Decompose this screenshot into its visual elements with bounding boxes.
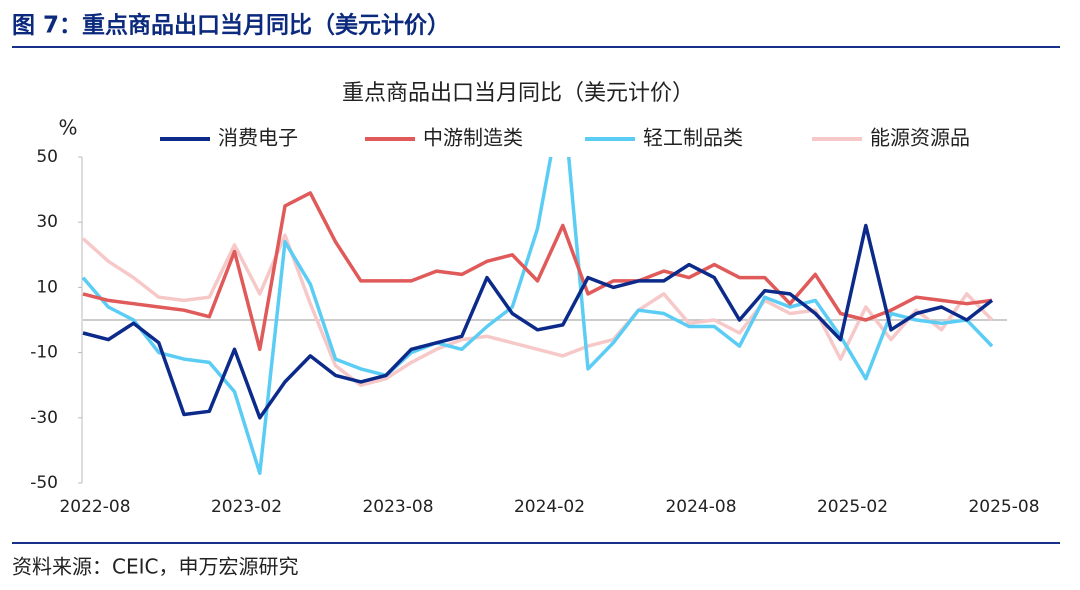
footer-source: 资料来源：CEIC，申万宏源研究 (12, 555, 298, 579)
x-tick-label: 2025-02 (817, 497, 888, 517)
series-line (82, 223, 994, 420)
x-tick-label: 2024-08 (665, 497, 736, 517)
series-line (82, 191, 993, 352)
legend-label: 消费电子 (218, 126, 298, 150)
x-tick-label: 2022-08 (59, 497, 130, 517)
y-tick-label: -30 (30, 408, 58, 428)
y-tick-label: 30 (36, 212, 58, 232)
header-title: 图 7：重点商品出口当月同比（美元计价） (12, 12, 450, 39)
legend-label: 中游制造类 (423, 126, 523, 150)
y-axis-label: % (58, 116, 77, 140)
y-tick-label: -50 (30, 473, 58, 493)
plot-area (81, 157, 994, 475)
legend-label: 轻工制品类 (643, 126, 743, 150)
y-tick-label: -10 (30, 343, 58, 363)
y-tick-label: 50 (36, 147, 58, 167)
x-tick-label: 2025-08 (968, 497, 1039, 517)
chart-title: 重点商品出口当月同比（美元计价） (342, 81, 694, 106)
x-tick-label: 2023-02 (211, 497, 282, 517)
x-tick-label: 2023-08 (362, 497, 433, 517)
y-tick-label: 10 (36, 277, 58, 297)
x-tick-label: 2024-02 (514, 497, 585, 517)
series-line (81, 233, 994, 387)
legend-label: 能源资源品 (870, 126, 970, 150)
